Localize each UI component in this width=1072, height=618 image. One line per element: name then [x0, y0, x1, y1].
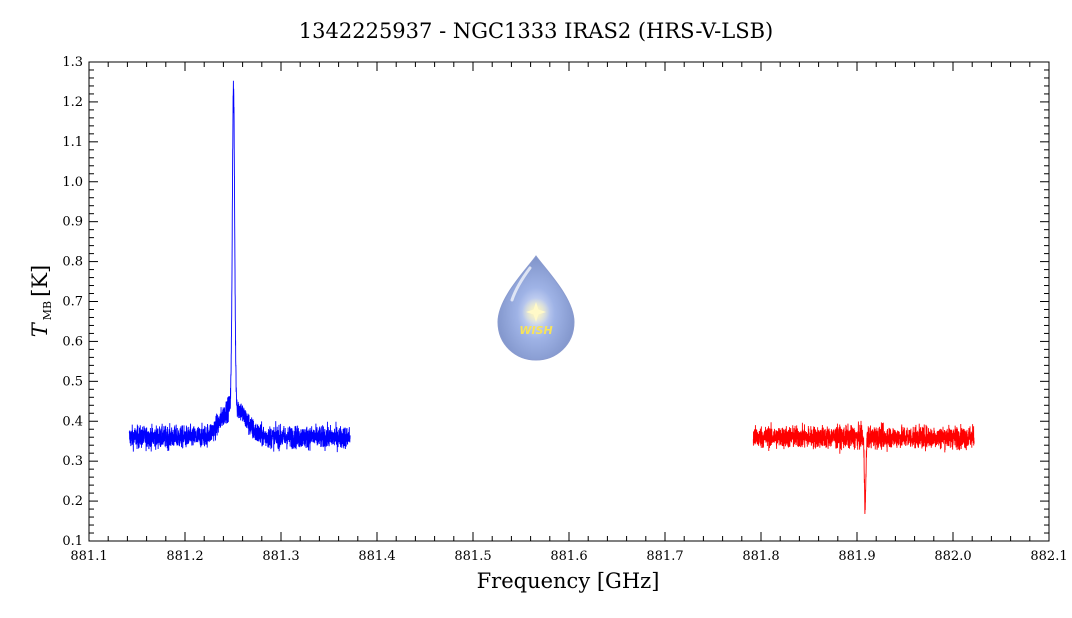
- y-tick-label: 0.8: [62, 255, 83, 270]
- x-tick-label: 881.1: [70, 549, 107, 564]
- axis-ticks: [88, 61, 1050, 542]
- x-tick-label: 882.0: [934, 549, 971, 564]
- spectrum-series-line: [752, 420, 975, 514]
- y-tick-label: 0.7: [62, 295, 83, 310]
- y-axis-label-sub: MB: [41, 301, 54, 320]
- x-tick-label: 881.5: [454, 549, 491, 564]
- x-tick-label: 881.9: [838, 549, 875, 564]
- y-tick-label: 0.2: [62, 494, 83, 509]
- y-tick-label: 0.1: [62, 534, 83, 549]
- chart-title: 1342225937 - NGC1333 IRAS2 (HRS-V-LSB): [299, 19, 773, 43]
- y-tick-label: 0.3: [62, 454, 83, 469]
- x-tick-label: 881.4: [358, 549, 395, 564]
- y-axis-label: TMB [K]: [28, 265, 54, 337]
- y-tick-label: 0.6: [62, 334, 83, 349]
- x-tick-label: 881.3: [262, 549, 299, 564]
- y-tick-label: 0.5: [62, 374, 83, 389]
- spectrum-series-line: [128, 80, 351, 453]
- y-axis-label-unit: [K]: [28, 265, 52, 297]
- y-tick-label: 1.1: [62, 135, 83, 150]
- water-drop-star-icon: WISH: [497, 255, 575, 361]
- x-axis-label: Frequency [GHz]: [477, 569, 660, 593]
- y-axis-label-main: T: [28, 321, 52, 337]
- x-tick-label: 881.6: [550, 549, 587, 564]
- x-tick-labels: 881.1 881.2 881.3 881.4 881.5 881.6 881.7 881.8…: [70, 549, 1067, 564]
- y-tick-label: 0.9: [62, 215, 83, 230]
- x-tick-label: 881.8: [742, 549, 779, 564]
- y-tick-label: 1.0: [62, 175, 83, 190]
- y-tick-label: 1.3: [62, 55, 83, 70]
- x-tick-label: 881.7: [646, 549, 683, 564]
- y-tick-label: 0.4: [62, 414, 83, 429]
- series-group: [128, 80, 975, 514]
- x-tick-label: 882.1: [1030, 549, 1067, 564]
- x-tick-label: 881.2: [166, 549, 203, 564]
- logo-text: WISH: [519, 324, 552, 337]
- plot-frame: [88, 61, 1050, 542]
- y-tick-label: 1.2: [62, 95, 83, 110]
- y-tick-labels: 0.1 0.2 0.3 0.4 0.5 0.6 0.7 0.8 0.9 1.0 1.1 1.2 1.3: [62, 55, 83, 549]
